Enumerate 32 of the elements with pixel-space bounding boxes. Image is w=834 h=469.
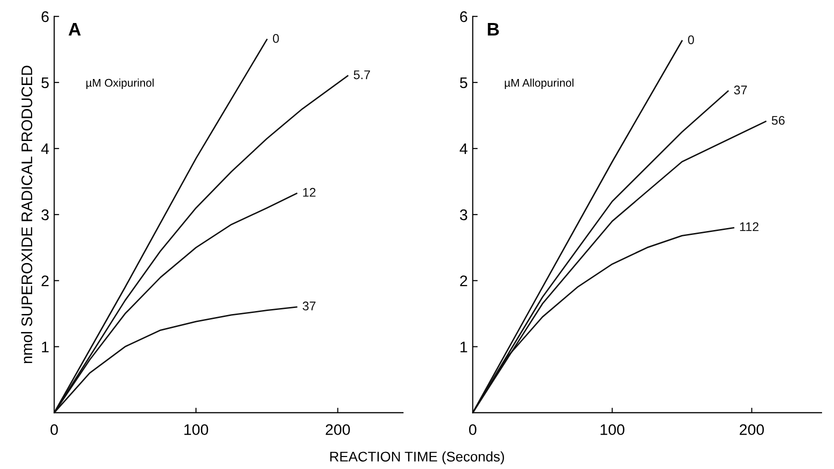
- y-tick-label: 1: [42, 342, 49, 352]
- series-label: 56: [772, 116, 785, 125]
- y-tick-label: 2: [460, 275, 468, 286]
- annotation: µM Oxipurinol: [86, 78, 154, 89]
- y-axis-title: nmol SUPEROXIDE RADICAL PRODUCED: [21, 66, 32, 364]
- y-tick-label: 4: [460, 144, 468, 154]
- series-label: 0: [688, 35, 694, 44]
- x-tick-label: 0: [469, 424, 476, 436]
- chart-title: B: [488, 23, 499, 36]
- x-tick-label: 200: [740, 424, 764, 436]
- series-label: 112: [740, 222, 758, 232]
- series-label: 12: [303, 188, 316, 197]
- y-tick-label: 5: [41, 77, 49, 88]
- x-tick-label: 200: [326, 424, 350, 436]
- y-tick-label: 5: [460, 77, 468, 88]
- y-tick-label: 3: [41, 209, 49, 220]
- chart-title: A: [68, 23, 81, 36]
- y-tick-label: 3: [460, 209, 468, 220]
- series-label: 5.7: [354, 70, 370, 80]
- series-label: 0: [272, 34, 279, 43]
- y-tick-label: 6: [460, 11, 468, 22]
- x-tick-label: 100: [184, 424, 208, 436]
- y-tick-label: 2: [42, 275, 49, 286]
- x-tick-label: 100: [600, 424, 624, 436]
- series-label: 37: [302, 302, 316, 310]
- series-label: 37: [734, 86, 747, 94]
- y-tick-label: 4: [41, 144, 49, 154]
- y-tick-label: 6: [42, 11, 49, 22]
- x-axis-title: REACTION TIME (Seconds): [330, 451, 504, 464]
- x-tick-label: 0: [50, 424, 58, 436]
- y-tick-label: 1: [460, 342, 468, 352]
- annotation: µM Allopurinol: [504, 78, 574, 89]
